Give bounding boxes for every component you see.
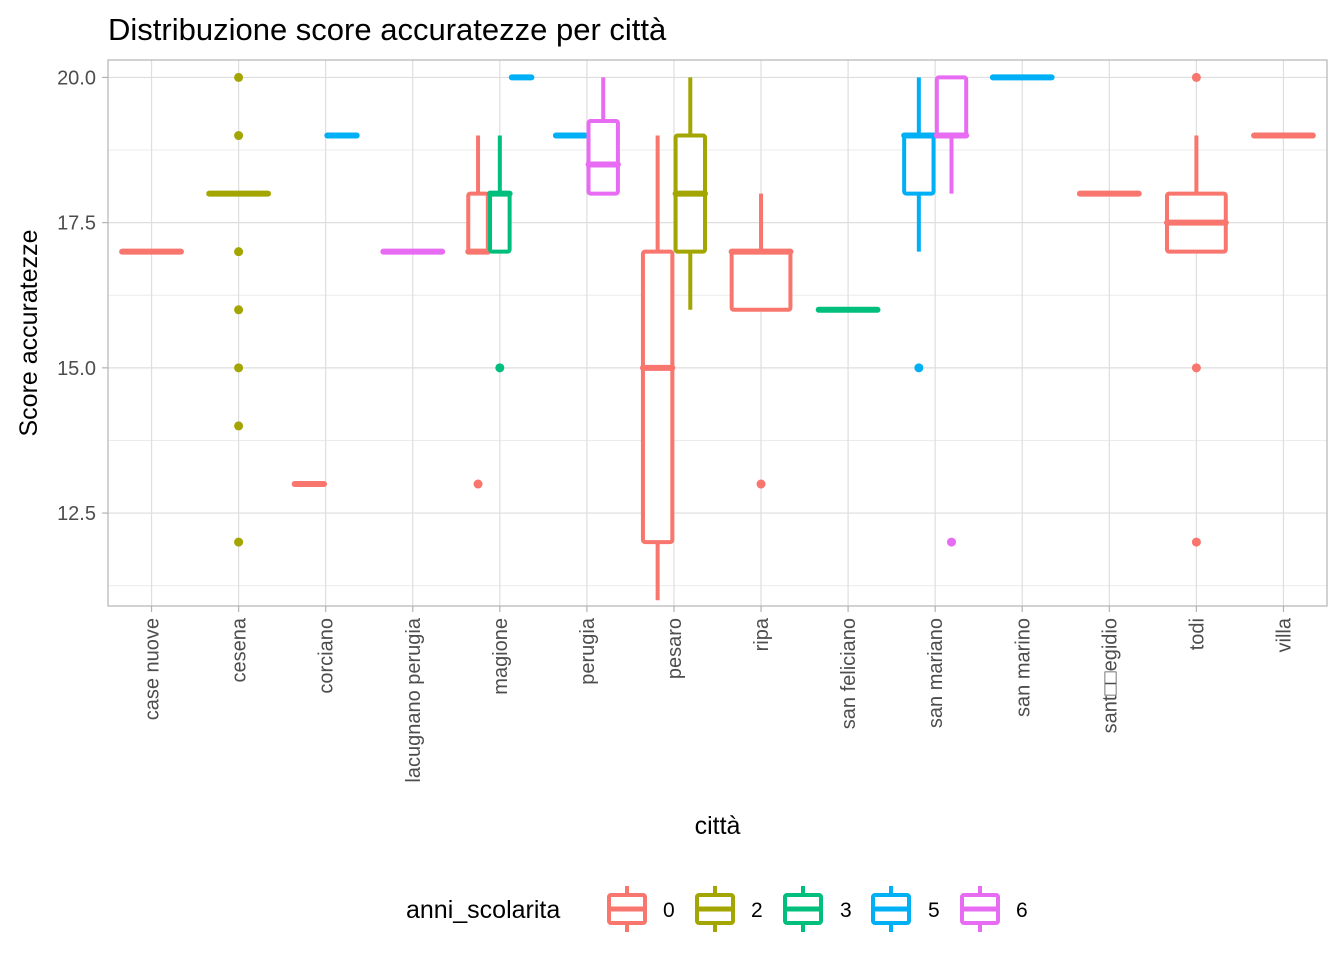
x-tick-label: lacugnano perugia bbox=[403, 617, 425, 782]
box-body bbox=[488, 191, 512, 254]
box-body bbox=[934, 75, 969, 138]
x-tick-label: perugia bbox=[577, 617, 599, 685]
grid-lines bbox=[108, 60, 1327, 606]
outlier-point bbox=[234, 363, 244, 373]
box-9-5 bbox=[901, 77, 937, 373]
box-2-0 bbox=[291, 481, 328, 488]
box-body bbox=[729, 249, 793, 312]
box-2-5 bbox=[324, 132, 360, 139]
box-4-0 bbox=[465, 135, 491, 489]
box-0-0 bbox=[119, 248, 184, 255]
x-tick-label: sant□□egidio bbox=[1099, 618, 1121, 733]
x-tick-label: todi bbox=[1186, 618, 1208, 650]
box-3-6 bbox=[380, 248, 446, 255]
x-tick-label: magione bbox=[490, 618, 512, 695]
y-tick-label: 20.0 bbox=[57, 67, 96, 89]
legend-title: anni_scolarita bbox=[406, 896, 560, 924]
box-4-3 bbox=[487, 135, 513, 373]
legend-key-2 bbox=[695, 886, 735, 932]
legend: anni_scolarita 0 2 3 5 6 bbox=[406, 886, 1028, 932]
outlier-point bbox=[234, 72, 244, 82]
legend-label: 5 bbox=[928, 899, 940, 922]
box-body bbox=[640, 249, 675, 545]
x-tick-label: san marino bbox=[1012, 618, 1034, 717]
plot-panel bbox=[108, 60, 1327, 606]
box-11-0 bbox=[1076, 190, 1142, 197]
legend-key-0 bbox=[607, 886, 647, 932]
box-body bbox=[902, 133, 936, 196]
plot-border bbox=[107, 59, 1328, 607]
x-axis-label: città bbox=[695, 812, 741, 840]
box-body bbox=[586, 118, 620, 196]
outlier-point bbox=[914, 363, 924, 373]
outlier-point bbox=[495, 363, 505, 373]
box-body bbox=[466, 191, 490, 254]
outlier-point bbox=[1191, 72, 1201, 82]
x-tick-label: ripa bbox=[751, 617, 773, 651]
outlier-point bbox=[473, 479, 483, 489]
legend-label: 0 bbox=[663, 899, 675, 922]
outlier-point bbox=[947, 537, 957, 547]
outlier-point bbox=[234, 421, 244, 431]
y-tick-label: 15.0 bbox=[57, 358, 96, 380]
legend-label: 2 bbox=[751, 899, 763, 922]
x-tick-label: pesaro bbox=[664, 618, 686, 679]
x-tick-label: san mariano bbox=[925, 618, 947, 728]
y-tick-label: 17.5 bbox=[57, 213, 96, 235]
legend-label: 6 bbox=[1016, 899, 1028, 922]
box-6-2 bbox=[672, 77, 708, 310]
x-tick-label: corciano bbox=[316, 618, 338, 694]
box-1-2 bbox=[206, 72, 271, 547]
boxes bbox=[119, 72, 1316, 601]
outlier-point bbox=[756, 479, 766, 489]
y-tick-label: 12.5 bbox=[57, 503, 96, 525]
outlier-point bbox=[1191, 363, 1201, 373]
box-12-0 bbox=[1164, 72, 1229, 547]
outlier-point bbox=[1191, 537, 1201, 547]
box-5-6 bbox=[585, 77, 621, 196]
box-5-5 bbox=[552, 132, 589, 139]
box-6-0 bbox=[639, 135, 676, 601]
outlier-point bbox=[234, 247, 244, 257]
x-tick-label: san feliciano bbox=[838, 618, 860, 729]
outlier-point bbox=[234, 131, 244, 141]
outlier-point bbox=[234, 305, 244, 315]
box-4-5 bbox=[508, 74, 535, 81]
chart-title: Distribuzione score accuratezze per citt… bbox=[108, 12, 667, 47]
box-9-6 bbox=[933, 75, 970, 547]
box-7-0 bbox=[728, 193, 794, 489]
legend-key-3 bbox=[783, 886, 823, 932]
y-axis: 12.5 15.0 17.5 20.0 bbox=[57, 67, 108, 525]
x-tick-label: case nuove bbox=[142, 618, 164, 720]
y-axis-label: Score accuratezze bbox=[15, 229, 43, 436]
x-tick-label: villa bbox=[1273, 617, 1295, 652]
legend-key-5 bbox=[871, 886, 911, 932]
box-8-3 bbox=[815, 306, 881, 313]
legend-label: 3 bbox=[840, 899, 852, 922]
legend-key-6 bbox=[960, 886, 1000, 932]
x-axis: case nuove cesena corciano lacugnano perugi… bbox=[142, 606, 1295, 783]
outlier-point bbox=[234, 537, 244, 547]
box-10-5 bbox=[989, 74, 1055, 81]
box-13-0 bbox=[1251, 132, 1316, 139]
x-tick-label: cesena bbox=[229, 617, 251, 682]
